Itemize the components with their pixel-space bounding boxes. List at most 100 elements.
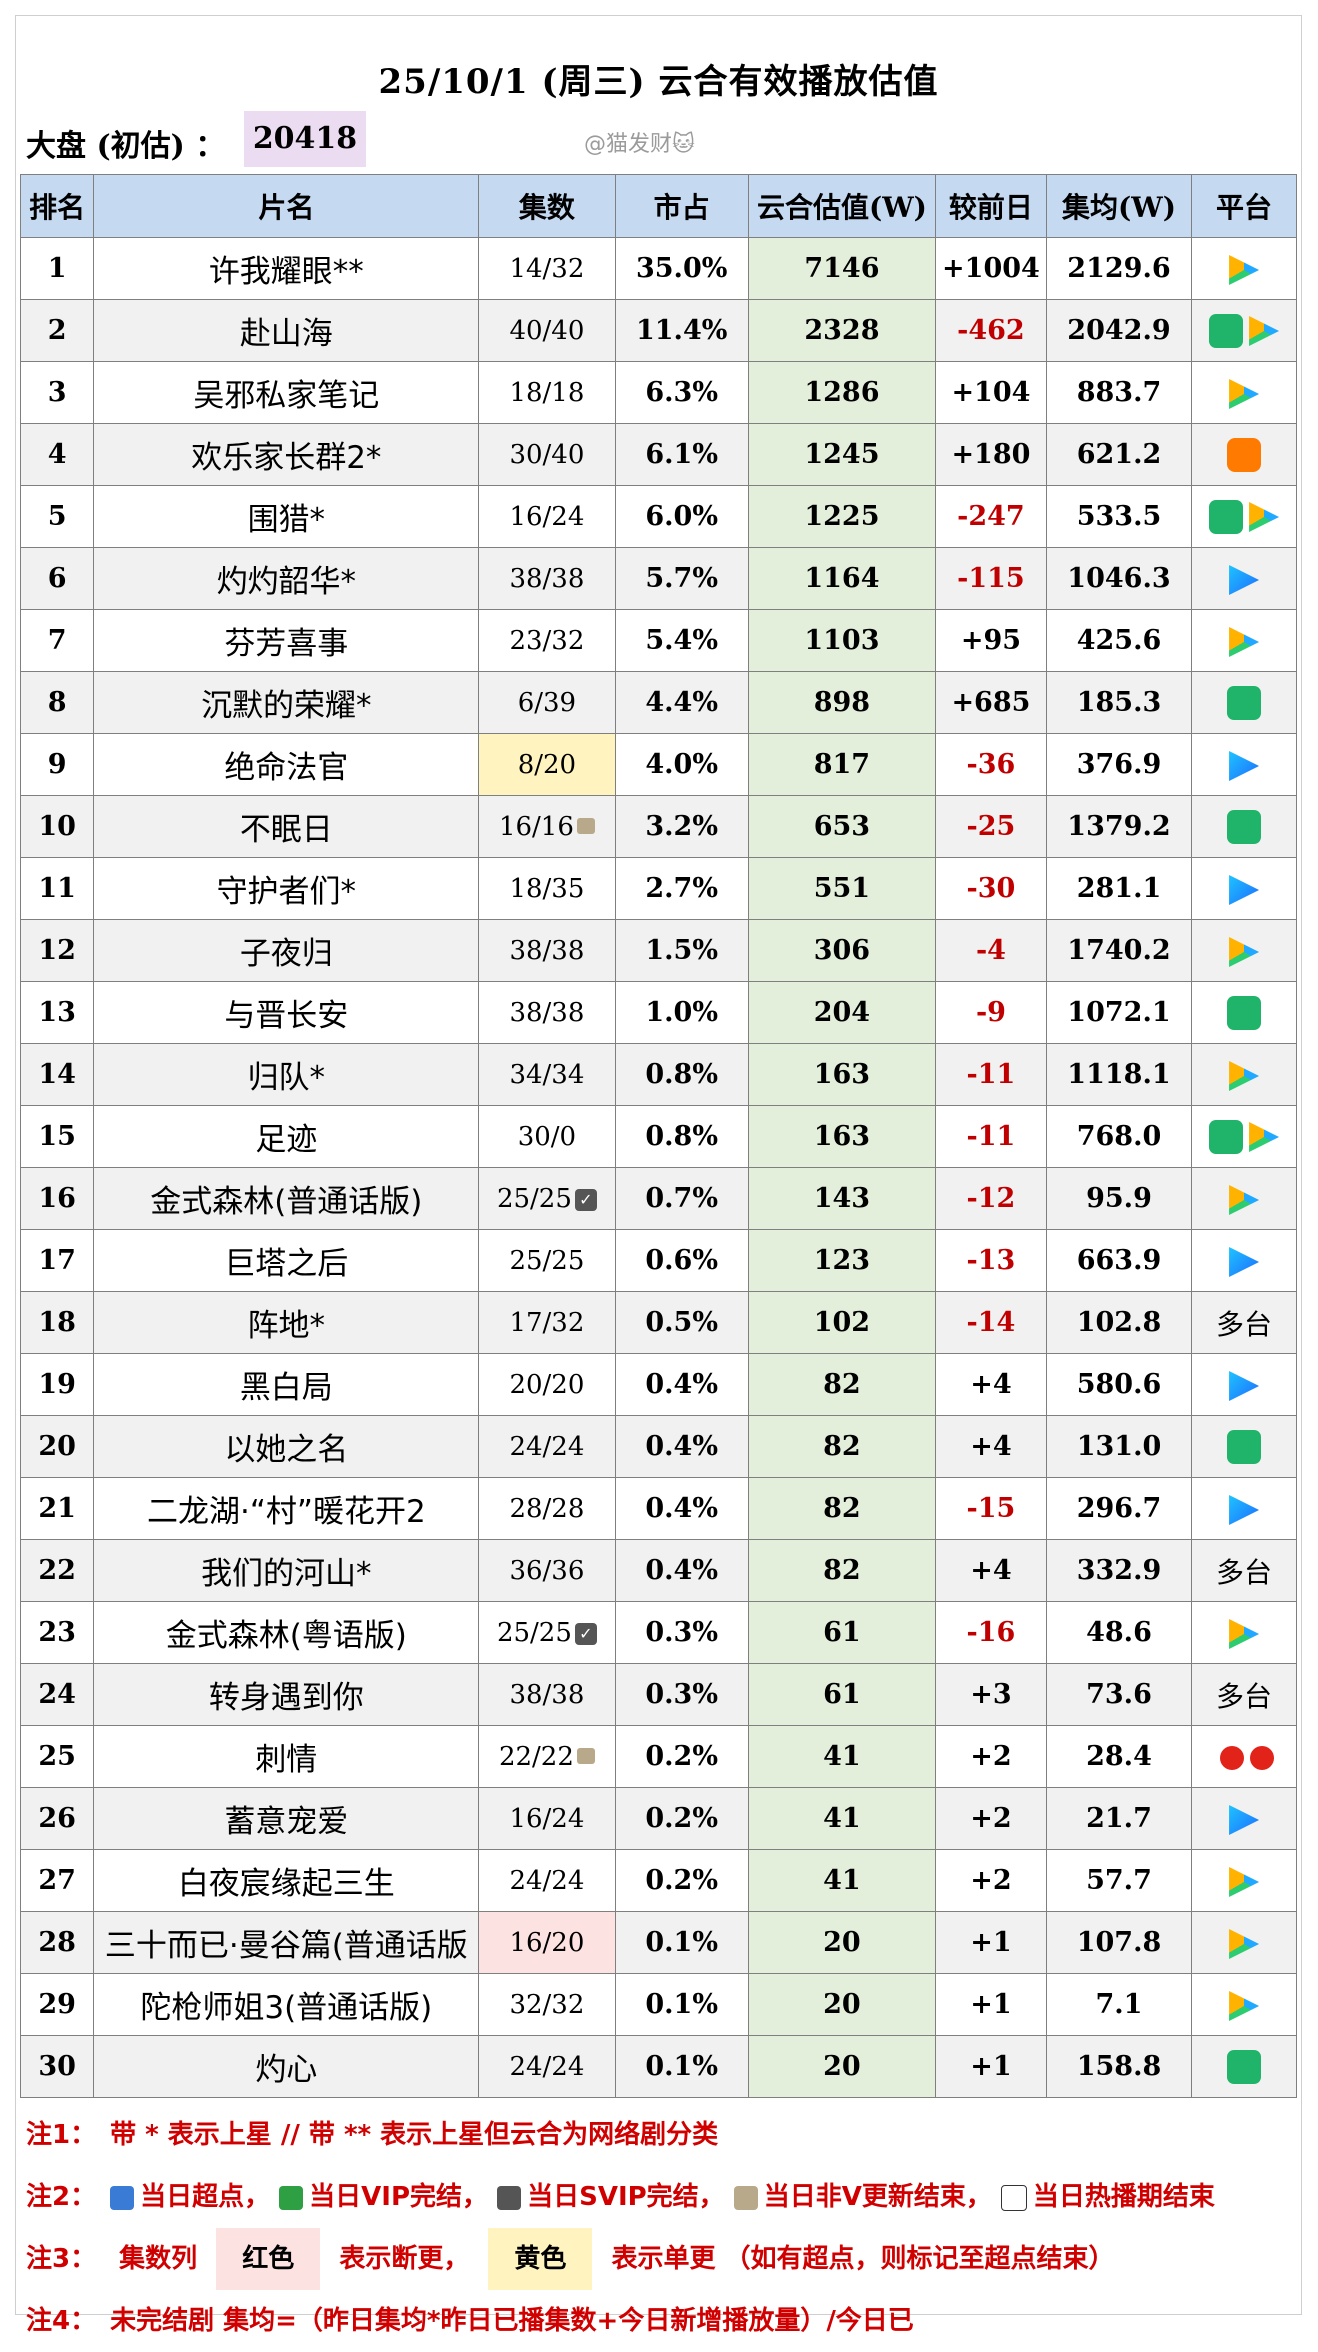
tencent-video-icon xyxy=(1229,1061,1260,1091)
change-cell: -11 xyxy=(935,1105,1047,1168)
note-text: 表示断更， xyxy=(339,2244,470,2274)
tencent-video-icon xyxy=(1249,316,1280,346)
avg-cell: 281.1 xyxy=(1045,857,1193,920)
episodes-text: 38/38 xyxy=(509,1679,585,1710)
change-cell: +1 xyxy=(935,1911,1047,1974)
title-cell: 守护者们* xyxy=(93,857,480,920)
episodes-text: 25/25 xyxy=(509,1245,585,1276)
note-label: 注2： xyxy=(26,2182,97,2212)
rank-cell: 14 xyxy=(19,1043,95,1106)
rank-cell: 18 xyxy=(19,1291,95,1354)
value-cell: 82 xyxy=(747,1415,937,1478)
episodes-text: 23/32 xyxy=(509,625,585,656)
avg-cell: 131.0 xyxy=(1045,1415,1193,1478)
episodes-text: 38/38 xyxy=(509,563,585,594)
table-row: 22 我们的河山* 36/36 0.4% 82 +4 332.9 多台 xyxy=(19,1539,1297,1602)
share-cell: 1.5% xyxy=(614,919,749,982)
rank-cell: 5 xyxy=(19,485,95,548)
note-text: 当日超点， xyxy=(140,2182,271,2212)
table-row: 7 芬芳喜事 23/32 5.4% 1103 +95 425.6 xyxy=(19,609,1297,672)
watermark: @猫发财🐱 xyxy=(584,132,695,157)
avg-cell: 425.6 xyxy=(1045,609,1193,672)
share-cell: 5.4% xyxy=(614,609,749,672)
episodes-cell: 34/34 xyxy=(478,1043,616,1106)
platform-cell xyxy=(1191,237,1297,300)
check-green-icon xyxy=(279,2185,304,2210)
avg-cell: 158.8 xyxy=(1045,2035,1193,2098)
episodes-cell: 16/16 xyxy=(478,795,616,858)
value-cell: 1245 xyxy=(747,423,937,486)
iqiyi-icon xyxy=(1227,996,1262,1030)
episodes-cell: 32/32 xyxy=(478,1973,616,2036)
title-cell: 二龙湖·“村”暖花开2 xyxy=(93,1477,480,1540)
value-cell: 653 xyxy=(747,795,937,858)
youku-icon xyxy=(1229,1247,1260,1277)
platform-cell xyxy=(1191,1105,1297,1168)
value-cell: 82 xyxy=(747,1539,937,1602)
change-cell: +4 xyxy=(935,1415,1047,1478)
episodes-cell: 18/18 xyxy=(478,361,616,424)
table-row: 1 许我耀眼** 14/32 35.0% 7146 +1004 2129.6 xyxy=(19,237,1297,300)
note-text: 当日VIP完结， xyxy=(309,2182,489,2212)
share-cell: 35.0% xyxy=(614,237,749,300)
episodes-text: 24/24 xyxy=(509,2051,585,2082)
value-cell: 20 xyxy=(747,1911,937,1974)
iqiyi-icon xyxy=(1209,500,1244,534)
value-cell: 2328 xyxy=(747,299,937,362)
note-label: 注4： xyxy=(26,2306,97,2336)
rank-cell: 6 xyxy=(19,547,95,610)
avg-cell: 48.6 xyxy=(1045,1601,1193,1664)
platform-cell: 多台 xyxy=(1191,1663,1297,1726)
value-cell: 20 xyxy=(747,2035,937,2098)
table-row: 25 刺情 22/22 0.2% 41 +2 28.4 xyxy=(19,1725,1297,1788)
share-cell: 0.8% xyxy=(614,1043,749,1106)
rank-cell: 11 xyxy=(19,857,95,920)
change-cell: +95 xyxy=(935,609,1047,672)
platform-cell xyxy=(1191,361,1297,424)
episodes-cell: 24/24 xyxy=(478,1415,616,1478)
share-cell: 5.7% xyxy=(614,547,749,610)
change-cell: -4 xyxy=(935,919,1047,982)
change-cell: +180 xyxy=(935,423,1047,486)
value-cell: 1103 xyxy=(747,609,937,672)
episodes-cell: 16/20 xyxy=(478,1911,616,1974)
episodes-cell: 14/32 xyxy=(478,237,616,300)
episodes-cell: 38/38 xyxy=(478,547,616,610)
value-cell: 817 xyxy=(747,733,937,796)
lock-icon xyxy=(576,817,595,834)
episodes-text: 40/40 xyxy=(509,315,585,346)
value-cell: 82 xyxy=(747,1353,937,1416)
avg-cell: 768.0 xyxy=(1045,1105,1193,1168)
avg-cell: 107.8 xyxy=(1045,1911,1193,1974)
share-cell: 0.3% xyxy=(614,1663,749,1726)
episodes-text: 16/24 xyxy=(509,501,585,532)
avg-cell: 580.6 xyxy=(1045,1353,1193,1416)
episodes-text: 22/22 xyxy=(498,1741,574,1772)
share-cell: 3.2% xyxy=(614,795,749,858)
share-cell: 1.0% xyxy=(614,981,749,1044)
platform-cell xyxy=(1191,1229,1297,1292)
share-cell: 0.4% xyxy=(614,1353,749,1416)
title-cell: 足迹 xyxy=(93,1105,480,1168)
episodes-cell: 16/24 xyxy=(478,485,616,548)
share-cell: 6.3% xyxy=(614,361,749,424)
iqiyi-icon xyxy=(1209,1120,1244,1154)
episodes-cell: 22/22 xyxy=(478,1725,616,1788)
rank-cell: 8 xyxy=(19,671,95,734)
title-cell: 围猎* xyxy=(93,485,480,548)
col-rank: 排名 xyxy=(19,174,95,238)
episodes-cell: 25/25 ✓ xyxy=(478,1601,616,1664)
share-cell: 0.4% xyxy=(614,1415,749,1478)
red-highlight: 红色 xyxy=(216,2228,321,2290)
value-cell: 41 xyxy=(747,1849,937,1912)
note-text: 未完结剧 集均=（昨日集均*昨日已播集数+今日新增播放量）/今日已 xyxy=(110,2306,914,2336)
avg-cell: 621.2 xyxy=(1045,423,1193,486)
table-row: 30 灼心 24/24 0.1% 20 +1 158.8 xyxy=(19,2035,1297,2098)
note-text: 表示单更 （如有超点，则标记至超点结束） xyxy=(611,2244,1115,2274)
title-cell: 不眠日 xyxy=(93,795,480,858)
title-cell: 归队* xyxy=(93,1043,480,1106)
value-cell: 204 xyxy=(747,981,937,1044)
rank-cell: 21 xyxy=(19,1477,95,1540)
note-text: 集数列 xyxy=(119,2244,198,2274)
tencent-video-icon xyxy=(1229,1185,1260,1215)
